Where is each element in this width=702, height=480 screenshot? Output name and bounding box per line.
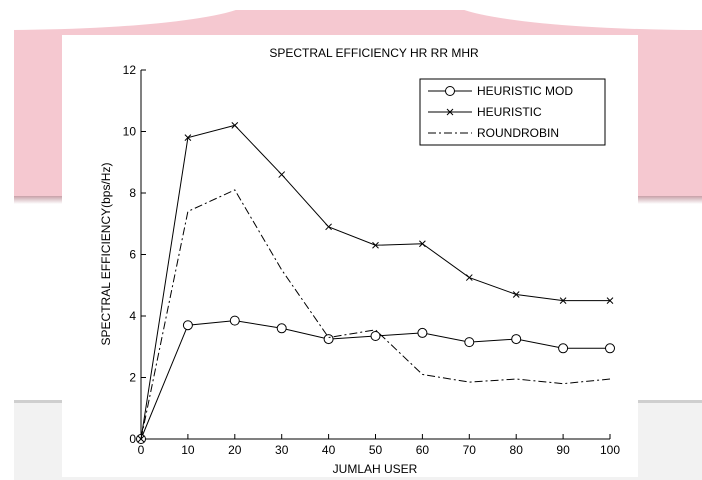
legend-label: ROUNDROBIN (477, 126, 559, 140)
legend-item: HEURISTIC (428, 105, 542, 119)
legend-item: HEURISTIC MOD (428, 84, 573, 98)
series-line (140, 124, 610, 440)
data-point-x (446, 108, 454, 116)
x-tick-label: 70 (463, 443, 477, 457)
y-tick-label: 8 (129, 186, 136, 200)
series-layer (136, 121, 615, 444)
data-point-x-stroke (419, 240, 426, 248)
data-point-x-stroke (446, 108, 454, 116)
data-point-x-stroke (325, 223, 332, 231)
data-point-x-stroke (512, 291, 520, 298)
series-roundrobin (140, 189, 611, 440)
data-point-circle (370, 330, 381, 341)
data-point-circle (464, 337, 475, 348)
legend: HEURISTIC MOD HEURISTIC ROUNDROBIN (419, 78, 606, 146)
data-point-circle (605, 343, 615, 354)
x-tick-label: 40 (322, 443, 336, 457)
x-tick-label: 60 (416, 443, 430, 457)
data-point-x (231, 121, 239, 129)
x-tick-label: 100 (600, 443, 620, 457)
legend-item: ROUNDROBIN (428, 126, 559, 140)
data-point-x-stroke (559, 297, 567, 304)
y-tick-label: 12 (123, 63, 137, 77)
x-tick-label: 20 (228, 443, 242, 457)
axes: 0 10 20 30 40 50 60 70 80 90 100 0 2 4 6 8 10 12 (123, 63, 621, 457)
data-point-x (419, 240, 426, 248)
data-point-x-stroke (184, 134, 192, 142)
data-point-x-stroke (465, 274, 473, 281)
data-point-x (512, 291, 520, 298)
data-point-x (465, 274, 473, 281)
data-point-x (278, 171, 286, 178)
data-point-x-stroke (231, 121, 239, 129)
series-heuristic-mod (136, 315, 615, 444)
data-point-x (606, 297, 614, 304)
data-point-x (559, 297, 567, 304)
chart-title: SPECTRAL EFFICIENCY HR RR MHR (269, 46, 479, 60)
data-point-circle (445, 86, 455, 96)
y-tick-label: 6 (129, 248, 136, 262)
data-point-x (184, 134, 192, 142)
background-edge (14, 0, 702, 10)
y-tick-label: 0 (129, 432, 136, 446)
x-axis-label: JUMLAH USER (333, 462, 418, 476)
data-point-circle (558, 343, 569, 354)
legend-label: HEURISTIC (477, 105, 542, 119)
data-point-x-stroke (606, 297, 614, 304)
y-tick-label: 4 (129, 309, 136, 323)
data-point-circle (276, 323, 287, 334)
data-point-x-stroke (278, 171, 286, 178)
data-point-circle (417, 327, 428, 338)
data-point-circle (511, 334, 522, 345)
x-tick-label: 90 (556, 443, 570, 457)
series-line (140, 189, 611, 440)
x-tick-label: 80 (510, 443, 524, 457)
y-tick-label: 2 (129, 371, 136, 385)
data-point-circle (323, 334, 334, 345)
data-point-circle (229, 315, 240, 326)
y-axis-label: SPECTRAL EFFICIENCY(bps/Hz) (99, 163, 113, 346)
data-point-x-stroke (372, 241, 379, 249)
y-tick-label: 10 (123, 125, 137, 139)
x-tick-label: 10 (181, 443, 195, 457)
data-point-x (325, 223, 332, 231)
legend-label: HEURISTIC MOD (477, 84, 573, 98)
data-point-x (372, 241, 379, 249)
x-tick-label: 30 (275, 443, 289, 457)
x-tick-label: 0 (138, 443, 145, 457)
data-point-circle (182, 320, 193, 331)
x-tick-label: 50 (369, 443, 383, 457)
series-heuristic (137, 121, 614, 443)
